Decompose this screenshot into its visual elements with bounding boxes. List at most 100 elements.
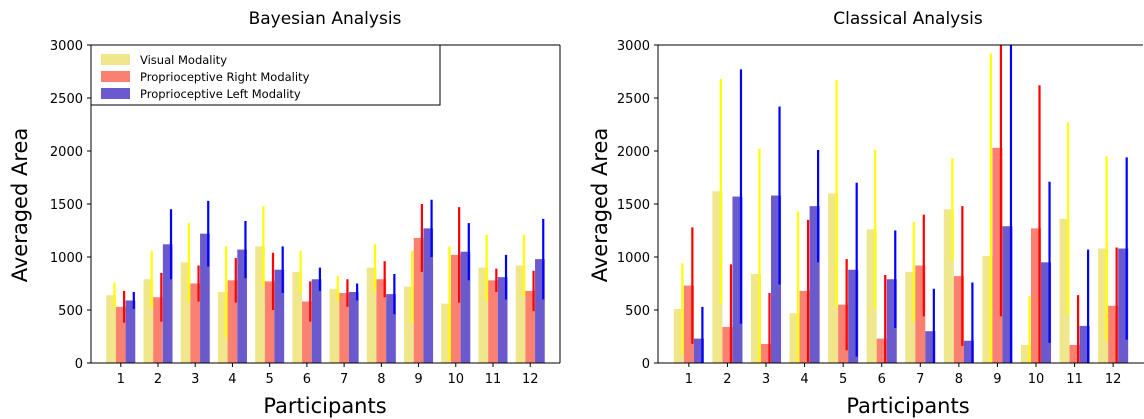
bar	[1002, 226, 1013, 363]
bar	[162, 244, 173, 363]
bar	[478, 267, 489, 363]
bar	[925, 331, 936, 363]
bar	[828, 193, 839, 363]
bar	[460, 251, 471, 363]
bar	[515, 265, 526, 363]
bar	[227, 280, 238, 363]
bar	[866, 229, 877, 363]
x-tick-label: 6	[878, 372, 886, 387]
bar	[683, 285, 694, 363]
bar	[982, 255, 993, 363]
bar	[1020, 344, 1031, 363]
x-tick-label: 10	[1028, 372, 1045, 387]
x-tick-label: 3	[191, 372, 199, 387]
bar	[450, 254, 461, 363]
bar	[915, 265, 926, 363]
x-tick-label: 4	[228, 372, 236, 387]
x-axis-label: Participants	[263, 394, 386, 418]
bar	[771, 195, 782, 363]
bar	[722, 326, 733, 363]
x-tick-label: 1	[685, 372, 693, 387]
legend-label: Proprioceptive Right Modality	[140, 70, 310, 84]
x-tick-label: 11	[1066, 372, 1083, 387]
bar	[732, 196, 743, 363]
bar	[125, 300, 136, 363]
x-tick-label: 4	[800, 372, 808, 387]
bar	[809, 206, 820, 363]
x-tick-label: 5	[266, 372, 274, 387]
bar	[311, 279, 322, 363]
legend-label: Proprioceptive Left Modality	[140, 87, 301, 101]
bar	[190, 283, 201, 363]
bar	[217, 291, 228, 363]
x-tick-label: 8	[955, 372, 963, 387]
x-tick-label: 10	[448, 372, 465, 387]
chart-title: Bayesian Analysis	[249, 9, 402, 29]
bar	[143, 279, 154, 363]
bar	[838, 304, 849, 363]
bar	[274, 269, 285, 363]
bar	[789, 313, 800, 363]
x-tick-label: 12	[1105, 372, 1122, 387]
y-tick-label: 0	[642, 357, 650, 372]
bar	[712, 191, 723, 363]
x-tick-label: 11	[485, 372, 502, 387]
y-tick-label: 2000	[50, 145, 83, 160]
bar	[963, 340, 974, 363]
y-tick-label: 3000	[50, 39, 83, 54]
bar	[115, 306, 126, 363]
y-tick-label: 2500	[617, 92, 650, 107]
bar	[106, 295, 116, 363]
classical-chart: Classical Analysis Averaged Area Partici…	[588, 9, 1144, 418]
y-tick-label: 3000	[617, 39, 650, 54]
x-tick-label: 7	[340, 372, 348, 387]
legend-box	[90, 44, 441, 106]
x-tick-label: 9	[993, 372, 1001, 387]
y-tick-label: 1500	[50, 198, 83, 213]
y-tick-label: 500	[625, 304, 650, 319]
bar	[1030, 228, 1042, 363]
bar	[339, 293, 349, 363]
bar	[497, 277, 508, 363]
bar	[673, 308, 684, 363]
chart-title: Classical Analysis	[833, 9, 983, 29]
x-tick-label: 8	[377, 372, 385, 387]
bar	[886, 279, 897, 363]
bar	[1059, 218, 1070, 363]
x-tick-label: 1	[117, 372, 125, 387]
bar	[200, 233, 210, 363]
bar	[1118, 248, 1129, 363]
legend-swatch	[101, 88, 130, 99]
bar	[329, 288, 340, 363]
bar	[876, 338, 887, 363]
bar	[535, 259, 545, 363]
bar	[386, 294, 396, 363]
x-axis-label: Participants	[846, 394, 969, 418]
bar	[943, 209, 954, 363]
bar	[953, 276, 964, 363]
bar	[760, 343, 772, 363]
y-tick-label: 2500	[50, 92, 83, 107]
bar	[488, 280, 498, 363]
legend-swatch	[101, 54, 130, 65]
bar	[153, 297, 163, 363]
bar	[1041, 262, 1052, 363]
bar	[255, 246, 265, 363]
bar	[441, 303, 451, 363]
bar	[237, 249, 247, 363]
x-tick-label: 2	[723, 372, 731, 387]
bar	[292, 271, 303, 363]
bar	[264, 281, 275, 363]
bar	[693, 338, 704, 363]
legend-swatch	[101, 71, 130, 82]
y-tick-label: 0	[75, 357, 83, 372]
x-tick-label: 6	[303, 372, 311, 387]
y-tick-label: 1500	[617, 198, 650, 213]
x-tick-label: 7	[916, 372, 924, 387]
x-tick-label: 3	[762, 372, 770, 387]
bar	[1108, 305, 1119, 363]
bar	[848, 269, 859, 363]
